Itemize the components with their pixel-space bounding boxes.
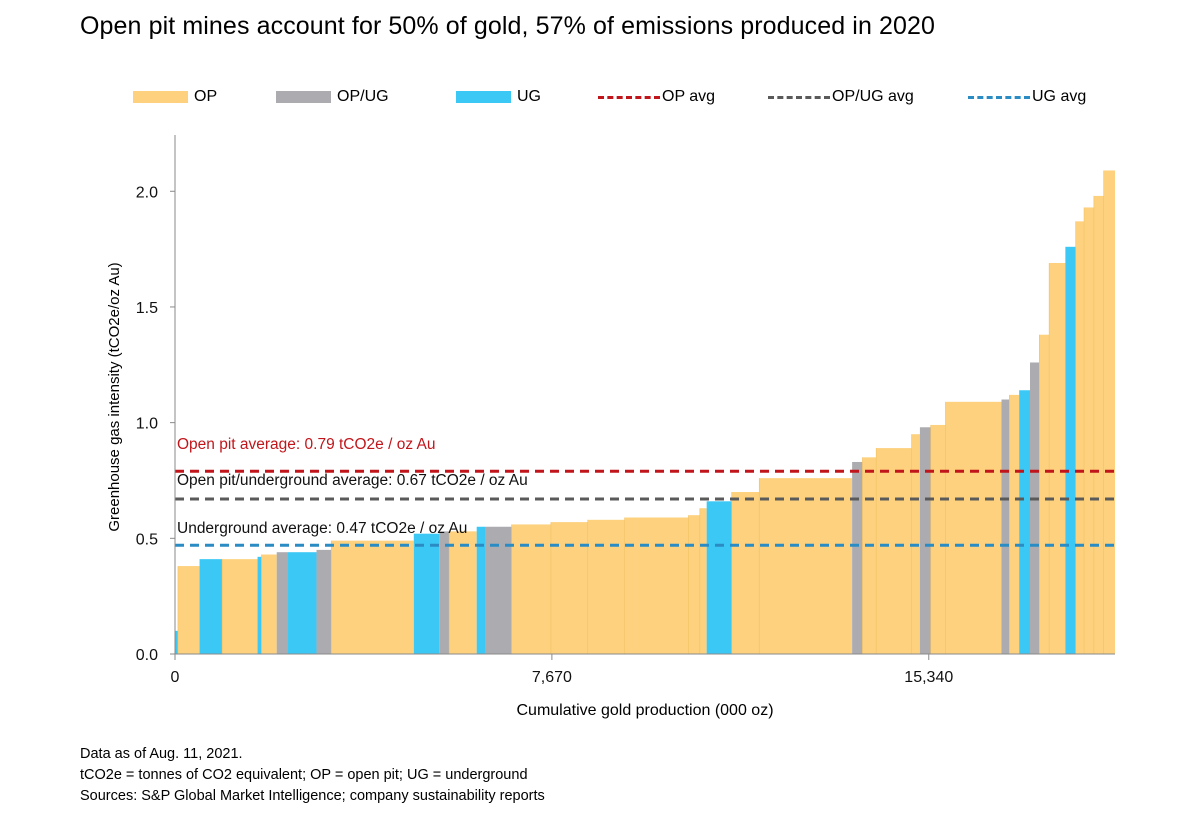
bar-opug (852, 461, 863, 654)
bars-group (175, 170, 1115, 655)
legend-item-op-avg: OP avg (598, 88, 715, 106)
bar-opug (276, 552, 289, 654)
bar-op (177, 566, 200, 654)
bar-op (1084, 207, 1094, 654)
legend-label-ug: UG (517, 88, 541, 105)
bar-opug (439, 531, 450, 654)
x-axis-label: Cumulative gold production (000 oz) (516, 702, 773, 719)
note-definitions: tCO2e = tonnes of CO2 equivalent; OP = o… (80, 767, 528, 783)
bar-op (587, 519, 625, 654)
average-lines: Open pit average: 0.79 tCO2e / oz Au Open… (175, 436, 1115, 547)
bar-ug (175, 630, 178, 654)
bar-opug (919, 427, 931, 654)
y-tick-label: 1.0 (136, 416, 158, 433)
bar-op (1093, 195, 1104, 654)
bar-op (624, 517, 689, 654)
bar-op (331, 540, 414, 654)
bar-op (688, 515, 700, 654)
legend-swatch-opug (276, 91, 331, 103)
bar-op (511, 524, 551, 654)
avg-label-ug-avg: Underground average: 0.47 tCO2e / oz Au (177, 520, 467, 537)
bar-op (1009, 394, 1020, 654)
y-tick-label: 2.0 (136, 184, 158, 201)
y-axis-label: Greenhouse gas intensity (tCO2e/oz Au) (106, 262, 123, 531)
bar-op (261, 554, 277, 654)
x-tick-label: 7,670 (532, 669, 572, 686)
bar-op (1039, 334, 1050, 654)
bar-ug (706, 501, 732, 654)
legend-dash-ug-avg (968, 95, 1030, 99)
y-tick-label: 0.0 (136, 647, 158, 664)
legend-label-op: OP (194, 88, 218, 105)
bar-ug (288, 552, 317, 654)
legend-swatch-ug (456, 91, 511, 103)
axes: 0.0 0.5 1.0 1.5 2.0 0 7,670 15,340 (136, 135, 1115, 686)
x-tick-label: 15,340 (904, 669, 953, 686)
legend-item-opug: OP/UG (276, 88, 389, 106)
bar-ug (413, 533, 440, 654)
y-tick-label: 1.5 (136, 300, 158, 317)
bar-ug (1019, 390, 1030, 654)
bar-op (1103, 170, 1115, 654)
legend-label-op-avg: OP avg (662, 88, 716, 105)
bar-op (550, 522, 588, 654)
bar-ug (476, 526, 486, 654)
legend-dash-opug-avg (768, 95, 830, 99)
chart-title: Open pit mines account for 50% of gold, … (80, 12, 936, 40)
note-data-date: Data as of Aug. 11, 2021. (80, 746, 243, 762)
bar-opug (1001, 399, 1010, 654)
legend-item-opug-avg: OP/UG avg (768, 88, 914, 106)
legend-item-ug-avg: UG avg (968, 88, 1086, 106)
bar-ug (1065, 246, 1076, 655)
legend-label-opug-avg: OP/UG avg (832, 88, 914, 105)
x-tick-label: 0 (171, 669, 180, 686)
bar-opug (485, 526, 512, 654)
bar-op (699, 508, 707, 654)
bar-op (862, 457, 877, 654)
bar-op (945, 401, 1002, 654)
chart-plot: Open pit average: 0.79 tCO2e / oz Au Open… (106, 135, 1115, 719)
bar-op (449, 531, 477, 654)
bar-op (930, 424, 946, 654)
bar-op (731, 492, 760, 654)
legend-item-op: OP (133, 88, 217, 106)
note-sources: Sources: S&P Global Market Intelligence;… (80, 788, 545, 804)
bar-op (1049, 262, 1066, 654)
legend-swatch-op (133, 91, 188, 103)
bar-op (222, 559, 258, 654)
bar-opug (316, 549, 332, 654)
legend-label-opug: OP/UG (337, 88, 389, 105)
avg-label-op-avg: Open pit average: 0.79 tCO2e / oz Au (177, 436, 436, 453)
bar-ug (199, 559, 223, 654)
legend: OP OP/UG UG OP avg OP/UG avg UG avg (0, 88, 1200, 118)
legend-dash-op-avg (598, 95, 660, 99)
y-tick-label: 0.5 (136, 531, 158, 548)
legend-item-ug: UG (456, 88, 541, 106)
bar-op (759, 478, 853, 654)
bar-ug (257, 556, 262, 654)
bar-opug (1029, 362, 1040, 654)
legend-label-ug-avg: UG avg (1032, 88, 1087, 105)
bar-op (876, 448, 912, 654)
bar-op (1075, 221, 1085, 654)
avg-label-opug-avg: Open pit/underground average: 0.67 tCO2e… (177, 472, 528, 489)
